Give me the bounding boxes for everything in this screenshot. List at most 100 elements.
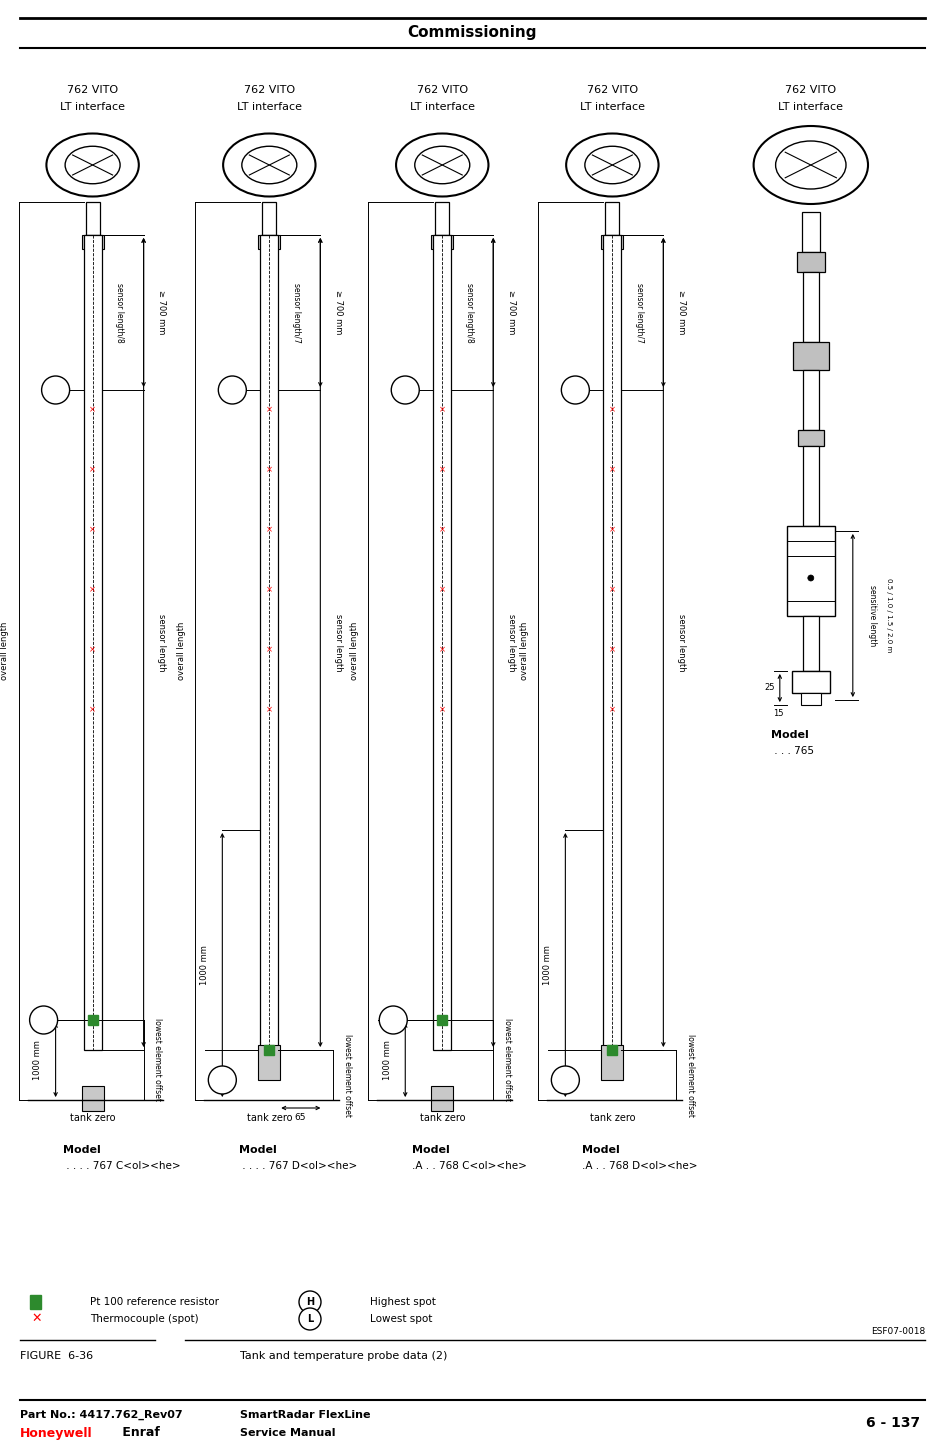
- Circle shape: [208, 1067, 236, 1094]
- Text: sensitive length: sensitive length: [868, 585, 876, 646]
- Text: ×: ×: [265, 646, 273, 655]
- Text: L: L: [562, 1075, 568, 1085]
- Text: L: L: [219, 1075, 226, 1085]
- Text: LT interface: LT interface: [60, 102, 125, 112]
- Text: ≥ 700 mm: ≥ 700 mm: [157, 291, 166, 335]
- Bar: [791, 671, 829, 693]
- Bar: [802, 447, 818, 527]
- Text: ×: ×: [89, 466, 96, 474]
- Bar: [600, 236, 623, 249]
- Text: 15: 15: [772, 709, 783, 717]
- Bar: [801, 212, 819, 252]
- Text: Model: Model: [239, 1145, 277, 1155]
- Circle shape: [550, 1067, 579, 1094]
- Bar: [83, 236, 102, 1051]
- Circle shape: [29, 1005, 58, 1035]
- Text: ×: ×: [265, 706, 273, 714]
- Text: 1000 mm: 1000 mm: [33, 1040, 42, 1080]
- Text: . . . . 767 D<ol><he>: . . . . 767 D<ol><he>: [239, 1161, 357, 1171]
- Text: Pt 100 reference resistor: Pt 100 reference resistor: [90, 1296, 219, 1307]
- Text: ×: ×: [89, 525, 96, 534]
- Circle shape: [379, 1005, 407, 1035]
- Text: ×: ×: [438, 406, 446, 415]
- Text: 762 VITO: 762 VITO: [784, 84, 835, 95]
- Bar: [796, 252, 824, 272]
- Text: ×: ×: [608, 646, 615, 655]
- Bar: [435, 202, 448, 236]
- Text: LT interface: LT interface: [580, 102, 644, 112]
- Text: 25: 25: [764, 684, 774, 693]
- Bar: [258, 236, 280, 249]
- Bar: [797, 431, 823, 447]
- Text: ≥ 700 mm: ≥ 700 mm: [676, 291, 685, 335]
- Text: sensor length/7: sensor length/7: [292, 282, 300, 342]
- Text: 762 VITO: 762 VITO: [586, 84, 637, 95]
- Text: ×: ×: [438, 706, 446, 714]
- Text: ≥ 700 mm: ≥ 700 mm: [506, 291, 515, 335]
- Text: H: H: [401, 386, 409, 394]
- Text: overall length: overall length: [0, 621, 9, 679]
- Bar: [607, 1045, 616, 1055]
- Bar: [81, 1085, 104, 1112]
- Text: Enraf: Enraf: [118, 1426, 160, 1439]
- Text: lowest element offset: lowest element offset: [153, 1018, 162, 1101]
- Circle shape: [42, 375, 70, 404]
- Text: tank zero: tank zero: [419, 1113, 464, 1123]
- Text: sensor length: sensor length: [506, 614, 515, 671]
- Text: 65: 65: [295, 1113, 306, 1122]
- Circle shape: [561, 375, 589, 404]
- Text: tank zero: tank zero: [246, 1113, 292, 1123]
- Circle shape: [807, 575, 813, 581]
- Text: 1000 mm: 1000 mm: [199, 946, 209, 985]
- Ellipse shape: [46, 134, 139, 196]
- Ellipse shape: [414, 147, 469, 183]
- Text: SmartRadar FlexLine: SmartRadar FlexLine: [240, 1410, 370, 1420]
- Text: lowest element offset: lowest element offset: [685, 1033, 694, 1116]
- Circle shape: [298, 1308, 321, 1330]
- Bar: [600, 1045, 623, 1080]
- Text: ×: ×: [608, 406, 615, 415]
- Text: ×: ×: [265, 525, 273, 534]
- Text: ×: ×: [438, 585, 446, 595]
- Bar: [602, 236, 621, 1051]
- Text: sensor length/7: sensor length/7: [634, 282, 643, 342]
- Ellipse shape: [242, 147, 296, 183]
- Text: H: H: [52, 386, 59, 394]
- Text: Part No.: 4417.762_Rev07: Part No.: 4417.762_Rev07: [20, 1410, 182, 1420]
- Text: L: L: [307, 1314, 312, 1324]
- Text: ×: ×: [89, 646, 96, 655]
- Bar: [258, 1045, 280, 1080]
- Text: . . . 765: . . . 765: [770, 746, 813, 757]
- Text: ×: ×: [89, 406, 96, 415]
- Ellipse shape: [65, 147, 120, 183]
- Bar: [786, 527, 834, 615]
- Text: Model: Model: [412, 1145, 449, 1155]
- Text: FIGURE  6-36: FIGURE 6-36: [20, 1352, 93, 1360]
- Text: 0.5 / 1.0 / 1.5 / 2.0 m: 0.5 / 1.0 / 1.5 / 2.0 m: [885, 579, 891, 653]
- Text: H: H: [306, 1296, 313, 1307]
- Text: sensor length/8: sensor length/8: [115, 282, 124, 342]
- Text: tank zero: tank zero: [589, 1113, 634, 1123]
- Text: ×: ×: [438, 525, 446, 534]
- Text: lowest element offset: lowest element offset: [343, 1033, 351, 1116]
- Bar: [88, 1016, 97, 1024]
- Text: sensor length/8: sensor length/8: [464, 282, 473, 342]
- Bar: [430, 236, 453, 249]
- Text: Service Manual: Service Manual: [240, 1427, 335, 1438]
- Text: Thermocouple (spot): Thermocouple (spot): [90, 1314, 198, 1324]
- Text: ×: ×: [89, 706, 96, 714]
- Text: Model: Model: [770, 730, 808, 741]
- Bar: [264, 1045, 274, 1055]
- Text: ×: ×: [265, 406, 273, 415]
- Bar: [802, 370, 818, 431]
- Bar: [30, 1295, 41, 1310]
- Text: 6 - 137: 6 - 137: [865, 1416, 919, 1430]
- Text: ✕: ✕: [31, 1311, 42, 1324]
- Text: LT interface: LT interface: [410, 102, 474, 112]
- Text: ESF07-0018: ESF07-0018: [869, 1327, 924, 1337]
- Text: Honeywell: Honeywell: [20, 1426, 93, 1439]
- Text: ×: ×: [265, 585, 273, 595]
- Text: ×: ×: [608, 466, 615, 474]
- Bar: [430, 1085, 453, 1112]
- Ellipse shape: [565, 134, 658, 196]
